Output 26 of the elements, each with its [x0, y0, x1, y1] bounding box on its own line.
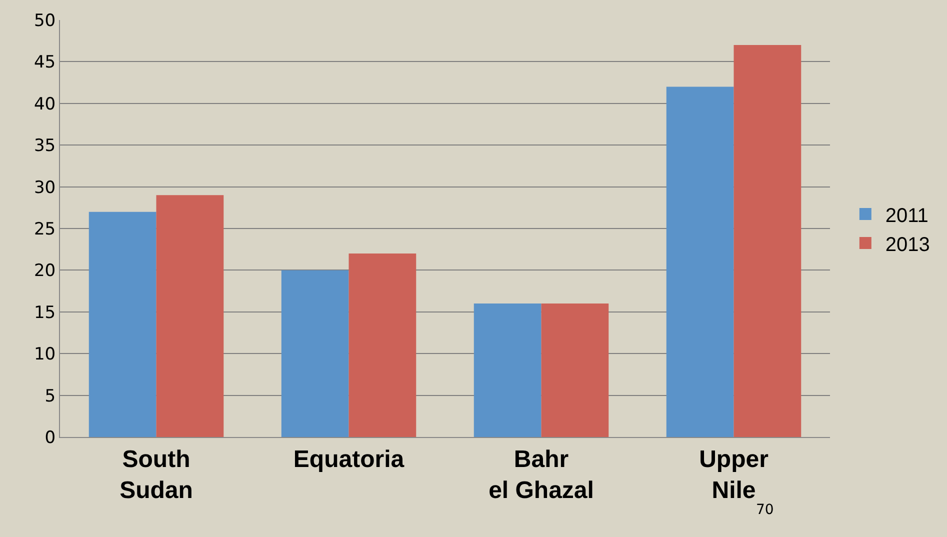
text: 70 — [756, 502, 774, 518]
legend-label: 2013 — [885, 234, 930, 256]
bar — [541, 304, 609, 437]
y-tick-label: 50 — [34, 10, 56, 31]
x-tick-label: Equatoria — [293, 446, 405, 473]
y-tick-label: 20 — [34, 261, 56, 282]
bar — [348, 254, 416, 437]
bar — [734, 45, 802, 437]
y-tick-label: 35 — [34, 136, 56, 156]
y-tick-label: 40 — [34, 94, 56, 114]
y-tick-label: 30 — [34, 178, 56, 198]
y-tick-label: 10 — [34, 344, 56, 365]
bar — [666, 86, 734, 437]
y-tick-label: 5 — [44, 386, 56, 406]
bar — [474, 304, 542, 437]
bar — [88, 212, 156, 437]
x-tick-label: Upper Nile — [699, 446, 768, 504]
bar — [156, 195, 224, 437]
x-tick-label: Bahr el Ghazal — [488, 446, 594, 504]
legend-label: 2011 — [885, 204, 928, 227]
y-tick-label: 45 — [34, 52, 56, 73]
x-tick-label: South Sudan — [120, 446, 193, 504]
y-tick-label: 15 — [34, 302, 56, 323]
y-tick-label: 0 — [44, 428, 56, 448]
y-tick-label: 25 — [34, 219, 56, 240]
bar — [281, 270, 349, 437]
